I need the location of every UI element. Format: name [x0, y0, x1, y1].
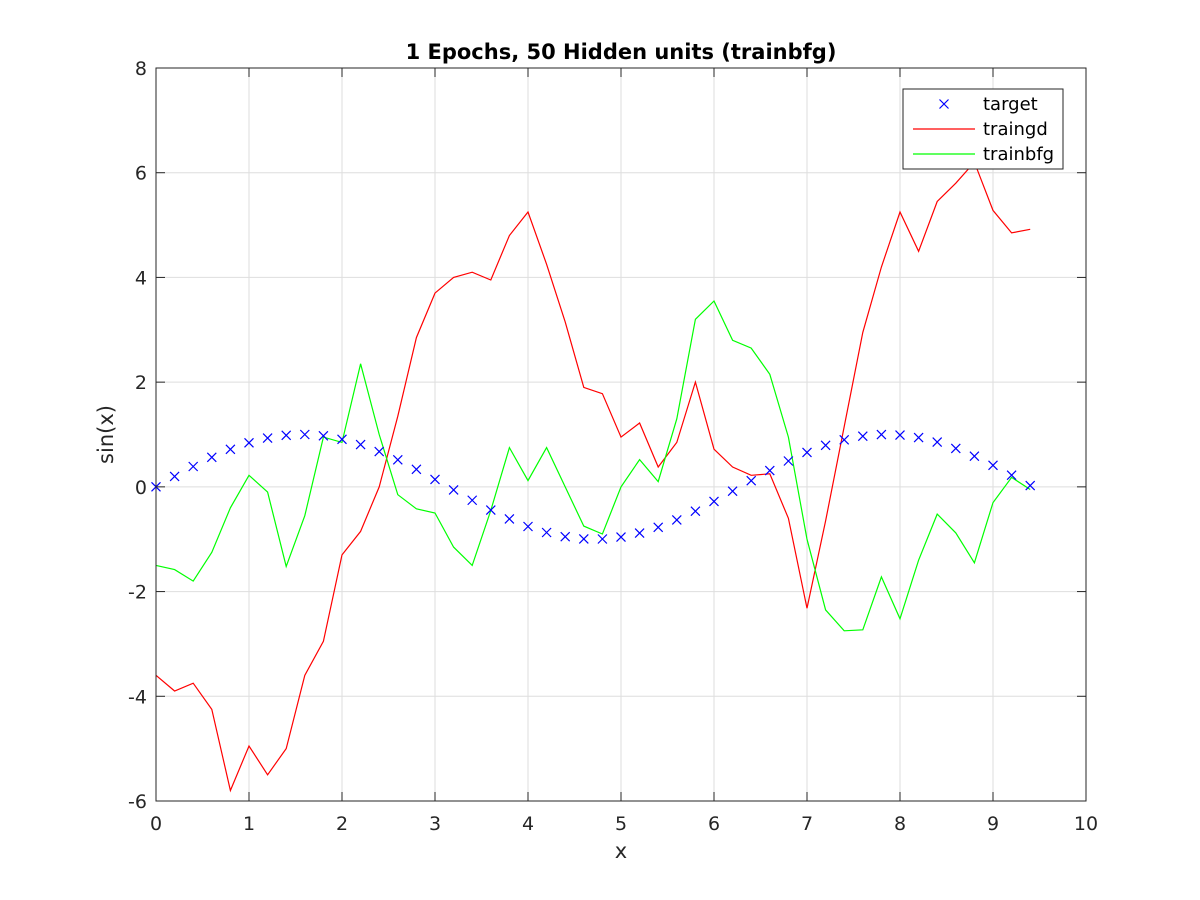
data-point-target — [188, 461, 199, 472]
x-tick-label: 3 — [429, 813, 441, 835]
x-tick-label: 2 — [336, 813, 348, 835]
axis-ticks: 0 1 2 3 4 5 6 7 8 9 10 -6 -4 -2 0 2 4 6 8 — [128, 58, 1098, 835]
y-tick-label: -6 — [128, 791, 147, 813]
data-point-target — [746, 475, 757, 486]
data-point-target — [616, 532, 626, 542]
x-tick-label: 7 — [801, 813, 813, 835]
x-tick-label: 0 — [150, 813, 162, 835]
series-line-traingd — [155, 161, 1031, 793]
legend-label-traingd: traingd — [983, 119, 1048, 140]
series-line-trainbfg — [155, 299, 1031, 632]
data-point-target — [206, 452, 217, 463]
data-point-target — [281, 430, 292, 441]
data-point-target — [467, 495, 478, 506]
y-tick-label: -2 — [128, 582, 147, 604]
legend-box — [902, 88, 1064, 170]
data-point-target — [950, 443, 961, 454]
y-tick-label: -4 — [128, 686, 147, 708]
data-point-target — [1006, 470, 1017, 481]
data-point-target — [783, 456, 794, 466]
series-trainbfg — [155, 299, 1031, 632]
data-point-target — [988, 460, 998, 471]
x-axis-label: x — [615, 839, 627, 863]
legend-label-trainbfg: trainbfg — [983, 144, 1054, 165]
x-tick-label: 6 — [708, 813, 720, 835]
x-tick-label: 1 — [243, 813, 255, 835]
data-point-target — [169, 471, 180, 482]
legend-marker-target — [939, 99, 949, 109]
data-point-target — [709, 496, 719, 507]
data-point-target — [299, 429, 310, 440]
data-point-target — [523, 521, 533, 532]
x-tick-label: 10 — [1074, 813, 1098, 835]
y-tick-label: 2 — [135, 372, 147, 394]
y-tick-label: 0 — [135, 477, 147, 499]
data-point-target — [969, 451, 980, 462]
data-point-target — [876, 429, 887, 440]
data-point-target — [374, 446, 385, 457]
data-point-target — [448, 484, 459, 495]
data-point-target — [560, 531, 571, 542]
data-point-target — [653, 522, 664, 533]
data-point-target — [225, 444, 236, 455]
data-point-target — [337, 434, 347, 445]
data-point-target — [541, 527, 552, 538]
data-point-target — [820, 440, 831, 451]
data-point-target — [578, 533, 589, 544]
chart-title: 1 Epochs, 50 Hidden units (trainbfg) — [406, 40, 837, 64]
data-point-target — [504, 513, 515, 524]
data-point-target — [671, 514, 682, 525]
x-tick-label: 9 — [987, 813, 999, 835]
data-point-target — [913, 432, 924, 443]
data-point-target — [839, 434, 850, 445]
legend-label-target: target — [983, 94, 1038, 115]
y-tick-label: 8 — [135, 58, 147, 80]
data-point-target — [932, 437, 943, 448]
data-point-target — [1025, 480, 1036, 491]
data-point-target — [392, 454, 403, 465]
data-point-target — [430, 474, 440, 485]
data-point-target — [318, 430, 329, 441]
x-tick-label: 5 — [615, 813, 627, 835]
data-point-target — [857, 431, 868, 442]
data-point-target — [727, 486, 738, 497]
data-point-target — [411, 464, 422, 475]
data-point-target — [262, 433, 273, 443]
x-tick-label: 8 — [894, 813, 906, 835]
data-point-target — [690, 506, 701, 517]
y-axis-label: sin(x) — [94, 405, 118, 464]
data-point-target — [244, 437, 254, 448]
legend: target traingd trainbfg — [902, 88, 1064, 170]
series-target — [151, 429, 1036, 544]
data-point-target — [802, 447, 812, 458]
y-tick-label: 6 — [135, 163, 147, 185]
data-point-target — [895, 430, 905, 441]
data-point-target — [485, 505, 496, 515]
data-point-target — [764, 465, 775, 476]
x-tick-label: 4 — [522, 813, 534, 835]
series-layer — [151, 161, 1036, 793]
data-point-target — [355, 439, 366, 450]
y-tick-label: 4 — [135, 267, 147, 289]
series-traingd — [155, 161, 1031, 793]
data-point-target — [634, 528, 645, 539]
data-point-target — [597, 534, 608, 544]
